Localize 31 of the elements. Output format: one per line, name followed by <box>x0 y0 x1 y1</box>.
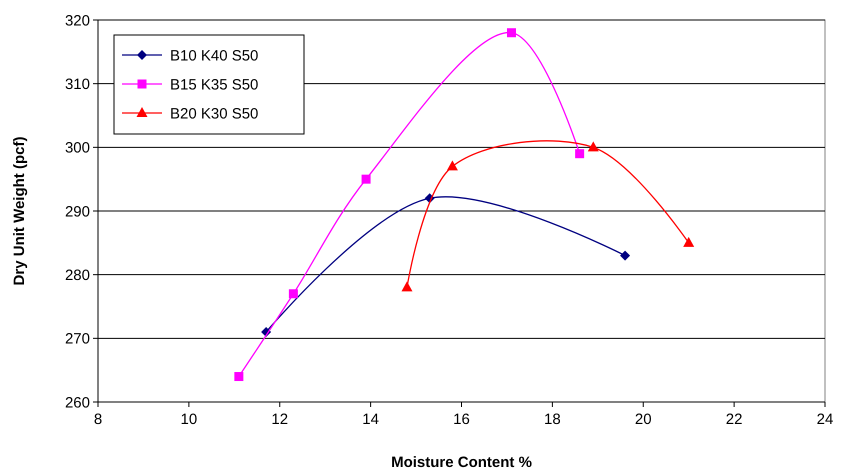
point <box>575 149 584 158</box>
y-tick-label: 260 <box>64 394 90 412</box>
x-tick-label: 18 <box>544 411 561 428</box>
x-tick-label: 22 <box>726 411 742 428</box>
y-tick-label: 290 <box>64 203 90 220</box>
y-tick-label: 310 <box>64 76 90 93</box>
x-tick-label: 12 <box>271 411 288 428</box>
y-tick-label: 320 <box>64 12 90 30</box>
legend-label: B10 K40 S50 <box>170 47 258 64</box>
point <box>620 250 630 261</box>
legend-label: B15 K35 S50 <box>170 76 258 94</box>
point <box>506 28 516 38</box>
point <box>683 236 694 247</box>
point <box>288 289 298 298</box>
x-tick-label: 8 <box>94 411 102 428</box>
x-tick-label: 10 <box>180 411 198 428</box>
y-tick-label: 280 <box>64 266 90 284</box>
y-axis-title: Dry Unit Weight (pcf) <box>11 136 28 286</box>
point <box>362 174 371 184</box>
point <box>401 281 412 292</box>
y-tick-label: 300 <box>64 140 90 157</box>
x-tick-label: 16 <box>453 411 470 428</box>
point <box>234 372 244 382</box>
legend-label: B20 K30 S50 <box>170 105 258 122</box>
x-tick-label: 24 <box>816 411 834 428</box>
y-tick-label: 270 <box>64 330 90 348</box>
point <box>446 160 458 170</box>
x-tick-label: 14 <box>362 411 379 428</box>
x-axis-title: Moisture Content % <box>391 454 532 471</box>
x-tick-label: 20 <box>634 411 652 428</box>
point <box>588 141 599 152</box>
